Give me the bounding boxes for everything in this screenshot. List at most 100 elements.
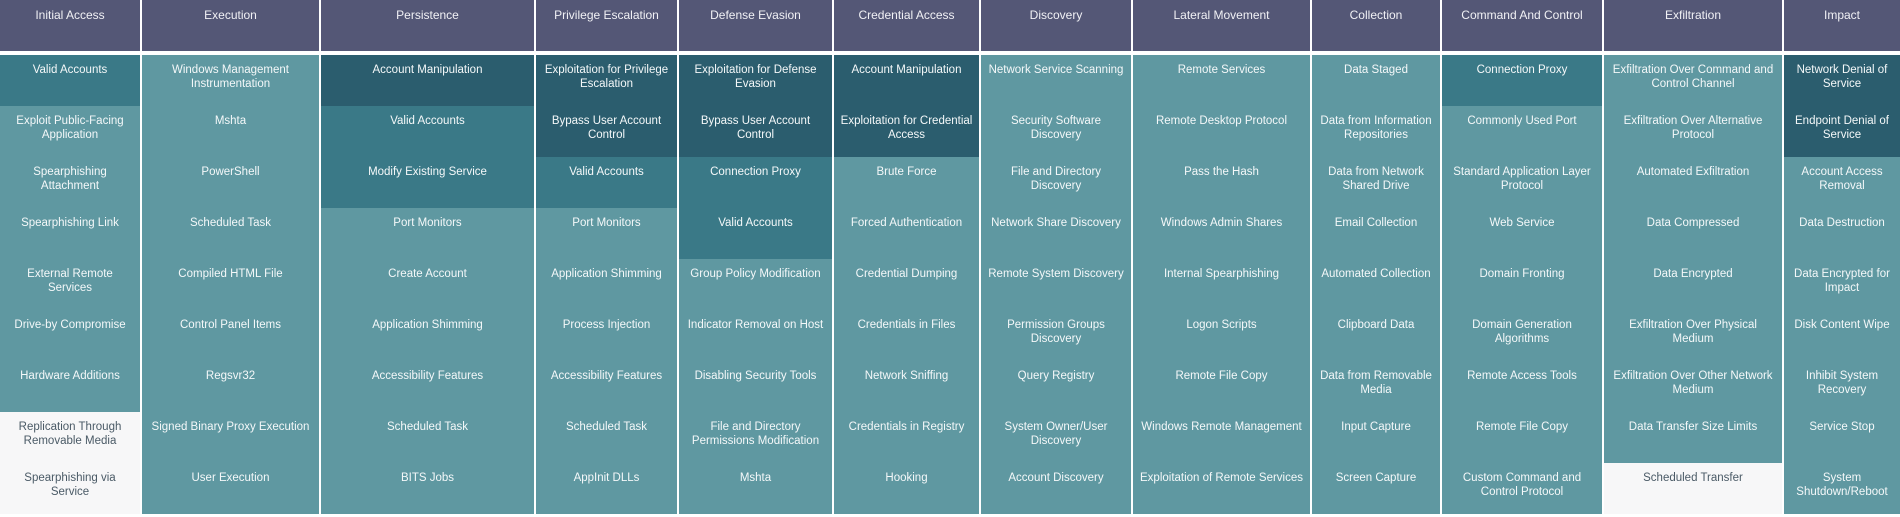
technique-cell[interactable]: PowerShell (142, 157, 319, 208)
technique-cell[interactable]: Bypass User Account Control (679, 106, 832, 157)
technique-cell[interactable]: Remote Desktop Protocol (1133, 106, 1310, 157)
technique-cell[interactable]: Bypass User Account Control (536, 106, 677, 157)
technique-cell[interactable]: Valid Accounts (679, 208, 832, 259)
technique-cell[interactable]: Hardware Additions (0, 361, 140, 412)
technique-cell[interactable]: Account Manipulation (321, 55, 534, 106)
technique-cell[interactable]: Automated Collection (1312, 259, 1440, 310)
technique-cell[interactable]: AppInit DLLs (536, 463, 677, 514)
technique-cell[interactable]: Remote Access Tools (1442, 361, 1602, 412)
technique-cell[interactable]: Modify Existing Service (321, 157, 534, 208)
tactic-header[interactable]: Credential Access (834, 0, 979, 55)
technique-cell[interactable]: Account Discovery (981, 463, 1131, 514)
technique-cell[interactable]: Scheduled Task (142, 208, 319, 259)
technique-cell[interactable]: Control Panel Items (142, 310, 319, 361)
technique-cell[interactable]: Scheduled Task (321, 412, 534, 463)
technique-cell[interactable]: Valid Accounts (536, 157, 677, 208)
technique-cell[interactable]: Endpoint Denial of Service (1784, 106, 1900, 157)
technique-cell[interactable]: Standard Application Layer Protocol (1442, 157, 1602, 208)
tactic-header[interactable]: Collection (1312, 0, 1440, 55)
technique-cell[interactable]: Inhibit System Recovery (1784, 361, 1900, 412)
technique-cell[interactable]: Exfiltration Over Command and Control Ch… (1604, 55, 1782, 106)
technique-cell[interactable]: Spearphishing Attachment (0, 157, 140, 208)
technique-cell[interactable]: Data Staged (1312, 55, 1440, 106)
technique-cell[interactable]: Credentials in Registry (834, 412, 979, 463)
technique-cell[interactable]: Indicator Removal on Host (679, 310, 832, 361)
tactic-header[interactable]: Impact (1784, 0, 1900, 55)
technique-cell[interactable]: Internal Spearphishing (1133, 259, 1310, 310)
technique-cell[interactable]: Windows Remote Management (1133, 412, 1310, 463)
technique-cell[interactable]: Pass the Hash (1133, 157, 1310, 208)
technique-cell[interactable]: Compiled HTML File (142, 259, 319, 310)
technique-cell[interactable]: External Remote Services (0, 259, 140, 310)
technique-cell[interactable]: Valid Accounts (0, 55, 140, 106)
technique-cell[interactable]: Remote File Copy (1442, 412, 1602, 463)
technique-cell[interactable]: Replication Through Removable Media (0, 412, 140, 463)
technique-cell[interactable]: Service Stop (1784, 412, 1900, 463)
technique-cell[interactable]: Mshta (142, 106, 319, 157)
technique-cell[interactable]: Connection Proxy (1442, 55, 1602, 106)
technique-cell[interactable]: Email Collection (1312, 208, 1440, 259)
technique-cell[interactable]: Exfiltration Over Alternative Protocol (1604, 106, 1782, 157)
technique-cell[interactable]: System Shutdown/Reboot (1784, 463, 1900, 514)
technique-cell[interactable]: Input Capture (1312, 412, 1440, 463)
technique-cell[interactable]: Exploitation for Privilege Escalation (536, 55, 677, 106)
tactic-header[interactable]: Discovery (981, 0, 1131, 55)
tactic-header[interactable]: Persistence (321, 0, 534, 55)
technique-cell[interactable]: Custom Command and Control Protocol (1442, 463, 1602, 514)
technique-cell[interactable]: Spearphishing Link (0, 208, 140, 259)
technique-cell[interactable]: Mshta (679, 463, 832, 514)
technique-cell[interactable]: Spearphishing via Service (0, 463, 140, 514)
technique-cell[interactable]: File and Directory Discovery (981, 157, 1131, 208)
technique-cell[interactable]: Connection Proxy (679, 157, 832, 208)
technique-cell[interactable]: Data Destruction (1784, 208, 1900, 259)
technique-cell[interactable]: Valid Accounts (321, 106, 534, 157)
technique-cell[interactable]: Application Shimming (321, 310, 534, 361)
technique-cell[interactable]: Group Policy Modification (679, 259, 832, 310)
technique-cell[interactable]: Regsvr32 (142, 361, 319, 412)
technique-cell[interactable]: Create Account (321, 259, 534, 310)
technique-cell[interactable]: Exploitation of Remote Services (1133, 463, 1310, 514)
technique-cell[interactable]: File and Directory Permissions Modificat… (679, 412, 832, 463)
technique-cell[interactable]: Accessibility Features (536, 361, 677, 412)
technique-cell[interactable]: Exfiltration Over Other Network Medium (1604, 361, 1782, 412)
tactic-header[interactable]: Defense Evasion (679, 0, 832, 55)
technique-cell[interactable]: Data Encrypted (1604, 259, 1782, 310)
technique-cell[interactable]: Brute Force (834, 157, 979, 208)
technique-cell[interactable]: Security Software Discovery (981, 106, 1131, 157)
technique-cell[interactable]: Hooking (834, 463, 979, 514)
technique-cell[interactable]: System Owner/User Discovery (981, 412, 1131, 463)
technique-cell[interactable]: Drive-by Compromise (0, 310, 140, 361)
technique-cell[interactable]: Logon Scripts (1133, 310, 1310, 361)
technique-cell[interactable]: Exploitation for Defense Evasion (679, 55, 832, 106)
technique-cell[interactable]: Process Injection (536, 310, 677, 361)
technique-cell[interactable]: Disk Content Wipe (1784, 310, 1900, 361)
technique-cell[interactable]: Query Registry (981, 361, 1131, 412)
technique-cell[interactable]: Data Transfer Size Limits (1604, 412, 1782, 463)
technique-cell[interactable]: Exfiltration Over Physical Medium (1604, 310, 1782, 361)
technique-cell[interactable]: Data Encrypted for Impact (1784, 259, 1900, 310)
technique-cell[interactable]: Scheduled Task (536, 412, 677, 463)
technique-cell[interactable]: Domain Generation Algorithms (1442, 310, 1602, 361)
technique-cell[interactable]: Remote File Copy (1133, 361, 1310, 412)
technique-cell[interactable]: Exploitation for Credential Access (834, 106, 979, 157)
technique-cell[interactable]: BITS Jobs (321, 463, 534, 514)
tactic-header[interactable]: Command And Control (1442, 0, 1602, 55)
technique-cell[interactable]: Port Monitors (536, 208, 677, 259)
technique-cell[interactable]: Account Manipulation (834, 55, 979, 106)
tactic-header[interactable]: Lateral Movement (1133, 0, 1310, 55)
technique-cell[interactable]: Signed Binary Proxy Execution (142, 412, 319, 463)
technique-cell[interactable]: Scheduled Transfer (1604, 463, 1782, 514)
technique-cell[interactable]: Credentials in Files (834, 310, 979, 361)
tactic-header[interactable]: Initial Access (0, 0, 140, 55)
technique-cell[interactable]: Data from Removable Media (1312, 361, 1440, 412)
technique-cell[interactable]: Data from Network Shared Drive (1312, 157, 1440, 208)
technique-cell[interactable]: Application Shimming (536, 259, 677, 310)
technique-cell[interactable]: Screen Capture (1312, 463, 1440, 514)
technique-cell[interactable]: Account Access Removal (1784, 157, 1900, 208)
technique-cell[interactable]: Disabling Security Tools (679, 361, 832, 412)
technique-cell[interactable]: Commonly Used Port (1442, 106, 1602, 157)
tactic-header[interactable]: Execution (142, 0, 319, 55)
technique-cell[interactable]: Forced Authentication (834, 208, 979, 259)
technique-cell[interactable]: Network Share Discovery (981, 208, 1131, 259)
technique-cell[interactable]: Windows Management Instrumentation (142, 55, 319, 106)
